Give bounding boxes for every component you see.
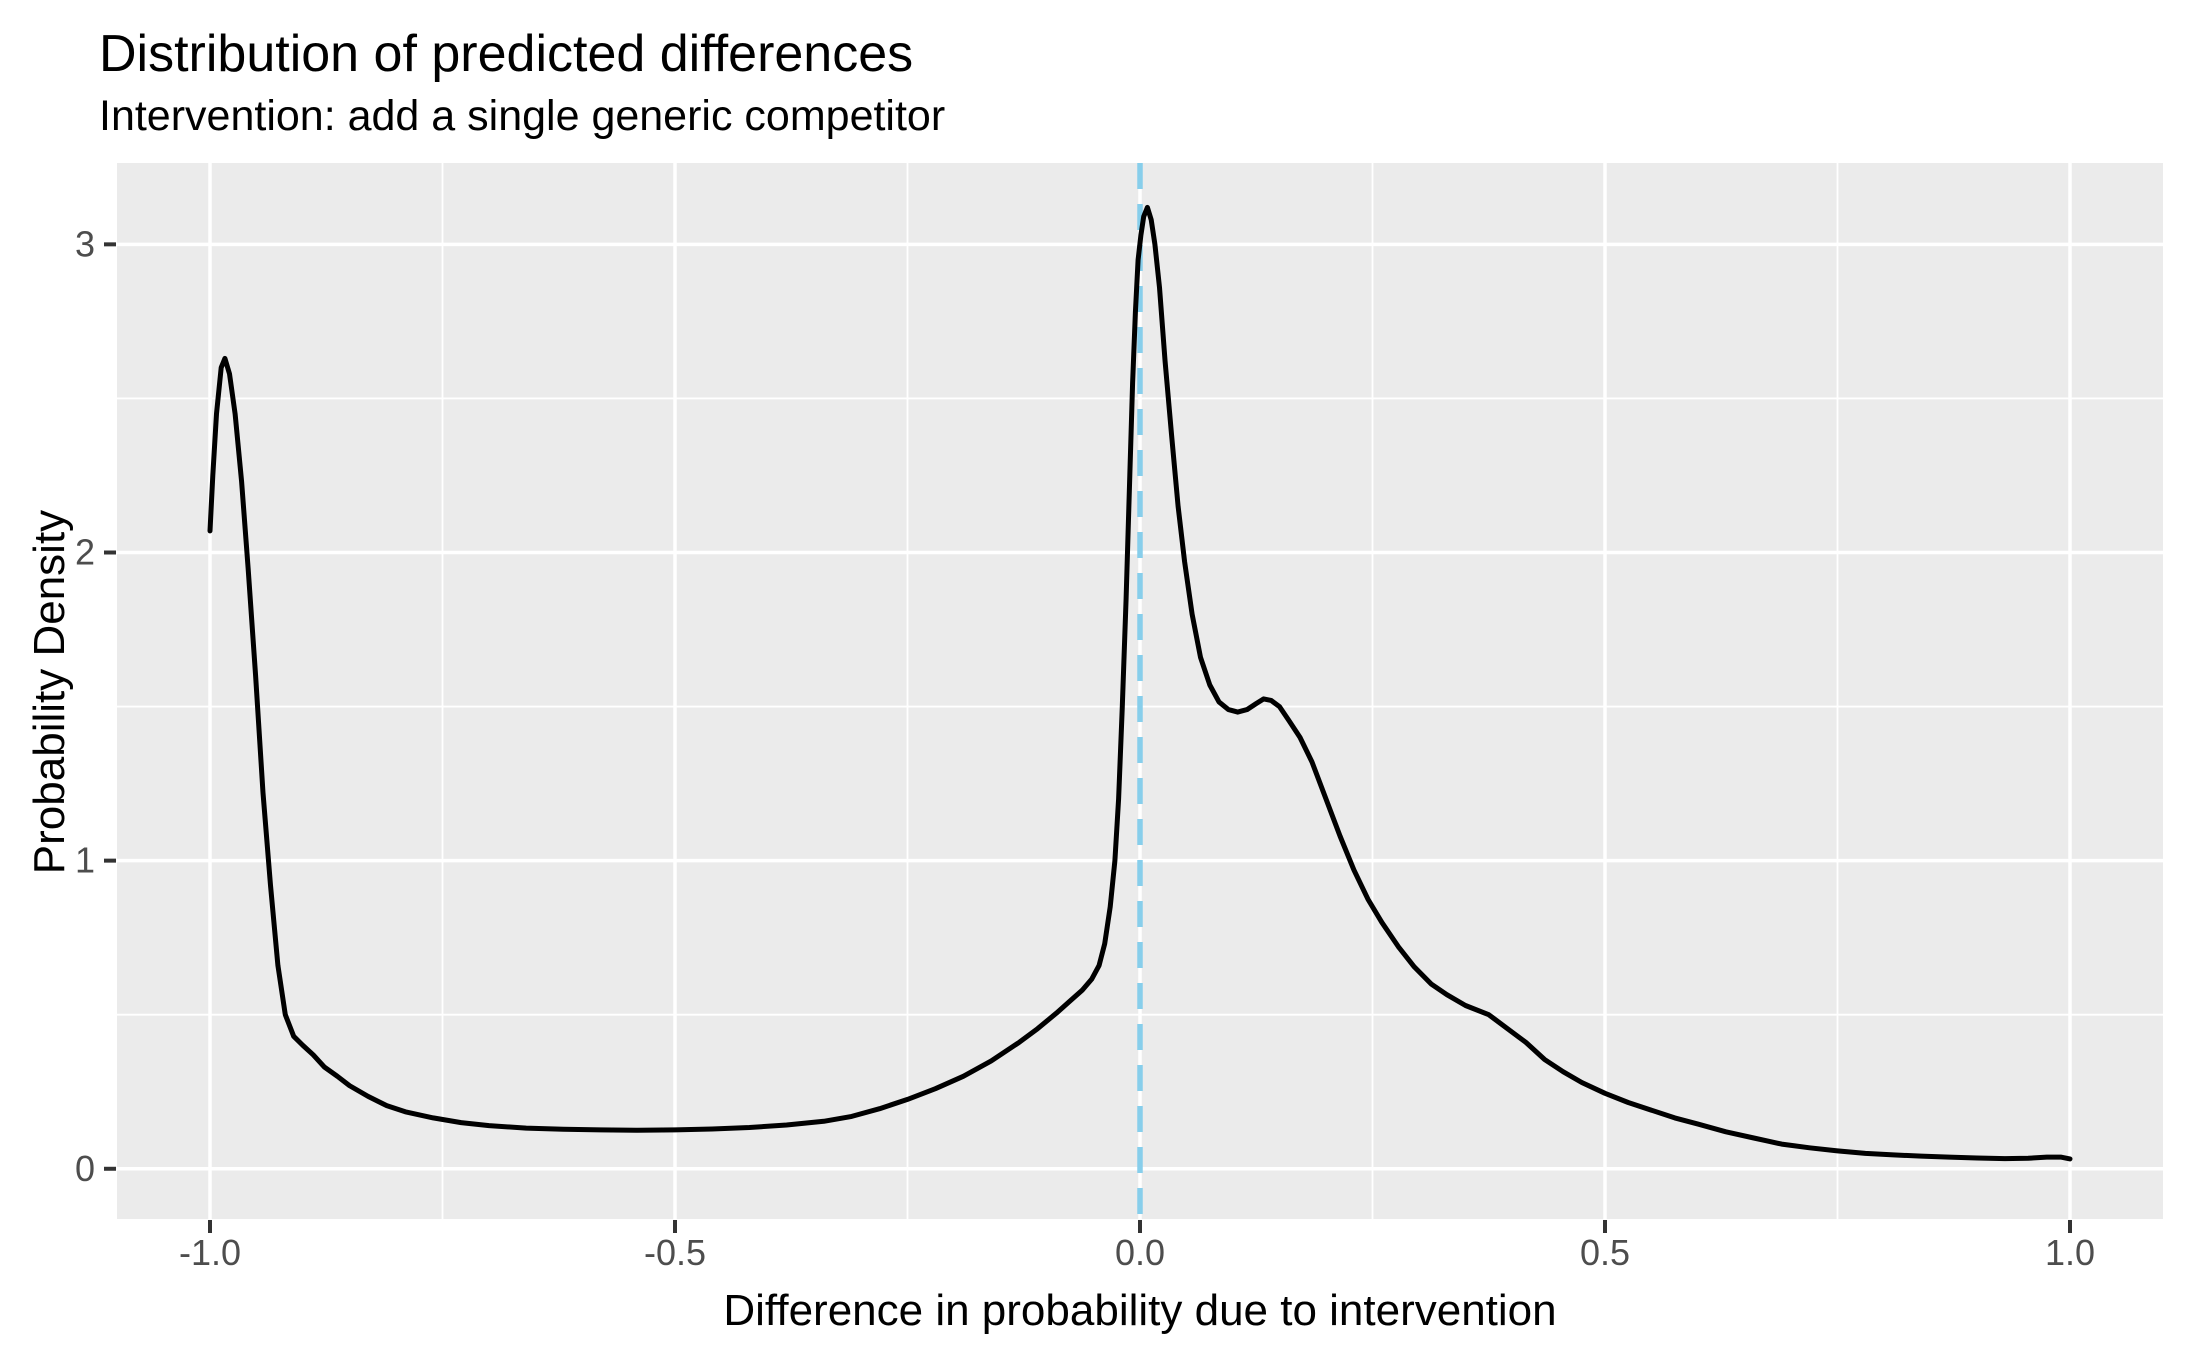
x-tick-label: -0.5: [644, 1232, 706, 1273]
y-tick-label: 3: [75, 223, 95, 264]
chart-subtitle: Intervention: add a single generic compe…: [99, 92, 946, 140]
generated-plot-layers: -1.0 -0.5 0.0 0.5 1.0 0 1 2 3: [75, 163, 2163, 1273]
y-tick-label: 2: [75, 531, 95, 572]
x-axis-title: Difference in probability due to interve…: [723, 1286, 1556, 1335]
x-tick-label: 0.0: [1115, 1232, 1165, 1273]
chart-title: Distribution of predicted differences: [99, 25, 914, 83]
x-tick-label: -1.0: [179, 1232, 241, 1273]
y-tick-label: 0: [75, 1148, 95, 1189]
y-tick-label: 1: [75, 840, 95, 881]
y-axis-title: Probability Density: [25, 510, 74, 874]
x-tick-label: 0.5: [1580, 1232, 1630, 1273]
x-tick-label: 1.0: [2045, 1232, 2095, 1273]
density-curve: [207, 204, 2073, 1162]
